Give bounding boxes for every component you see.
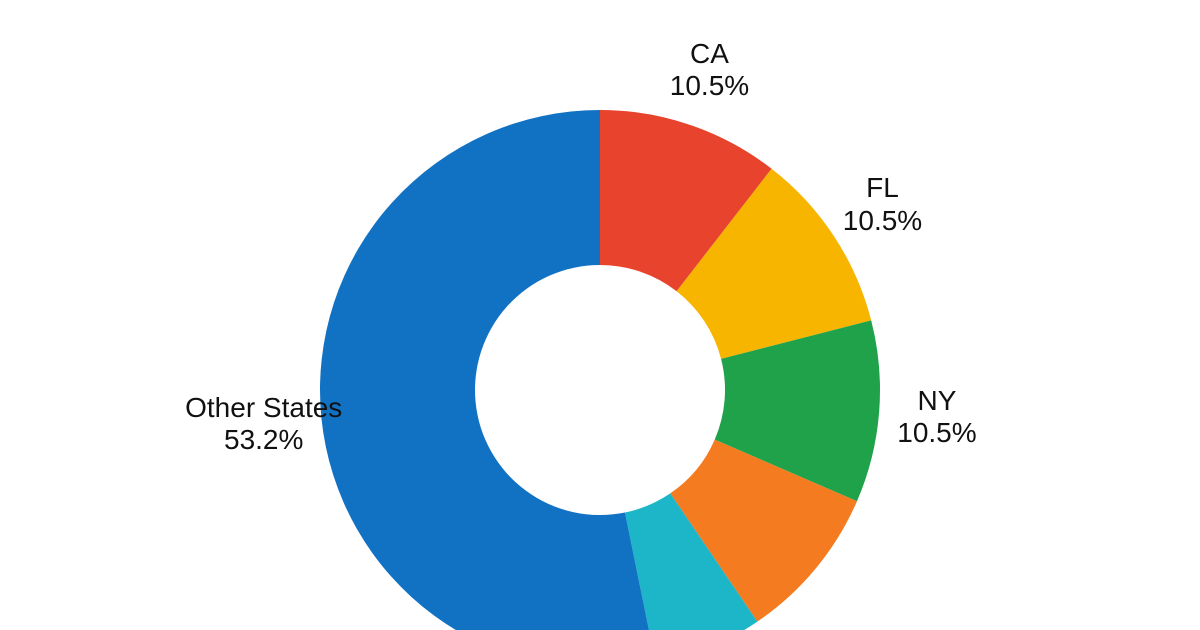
label-percent: 10.5%: [897, 417, 976, 449]
label-other-states: Other States53.2%: [185, 392, 342, 456]
label-name: Other States: [185, 392, 342, 424]
label-ny: NY10.5%: [897, 384, 976, 448]
label-percent: 10.5%: [843, 204, 922, 236]
donut-chart: CA10.5%FL10.5%NY10.5%Other States53.2%: [0, 0, 1200, 630]
label-name: FL: [843, 172, 922, 204]
label-percent: 10.5%: [670, 70, 749, 102]
label-ca: CA10.5%: [670, 38, 749, 102]
label-name: NY: [897, 384, 976, 416]
label-percent: 53.2%: [185, 424, 342, 456]
donut-svg: [0, 0, 1200, 630]
label-name: CA: [670, 38, 749, 70]
label-fl: FL10.5%: [843, 172, 922, 236]
